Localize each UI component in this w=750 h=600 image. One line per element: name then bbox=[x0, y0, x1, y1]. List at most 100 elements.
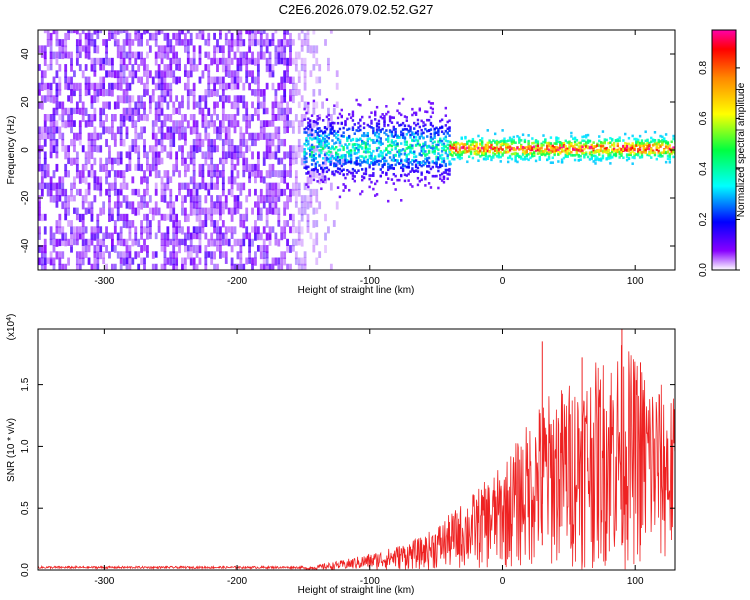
heatmap-cell bbox=[96, 182, 100, 191]
heatmap-cell bbox=[637, 153, 640, 157]
heatmap-cell bbox=[318, 76, 322, 84]
heatmap-cell bbox=[108, 232, 111, 239]
heatmap-cell bbox=[555, 140, 558, 143]
heatmap-cell bbox=[324, 157, 327, 166]
heatmap-cell bbox=[533, 151, 536, 154]
heatmap-cell bbox=[611, 148, 614, 151]
heatmap-cell bbox=[245, 101, 249, 110]
heatmap-cell bbox=[166, 132, 170, 140]
heatmap-cell bbox=[501, 152, 504, 156]
heatmap-cell bbox=[349, 139, 353, 142]
heatmap-cell bbox=[422, 144, 425, 148]
heatmap-cell bbox=[353, 161, 356, 165]
heatmap-cell bbox=[90, 64, 94, 72]
heatmap-cell bbox=[607, 153, 610, 156]
heatmap-cell bbox=[186, 51, 190, 59]
heatmap-cell bbox=[306, 30, 310, 35]
heatmap-cell bbox=[128, 226, 132, 234]
heatmap-cell bbox=[405, 160, 409, 163]
heatmap-cell bbox=[283, 76, 287, 83]
heatmap-cell bbox=[381, 157, 384, 160]
heatmap-cell bbox=[64, 201, 68, 208]
heatmap-cell bbox=[381, 171, 384, 174]
heatmap-cell bbox=[38, 182, 41, 190]
heatmap-cell bbox=[230, 245, 234, 253]
snr-series-line bbox=[38, 345, 675, 570]
heatmap-cell bbox=[49, 64, 53, 71]
spectrogram-x-tick-label: 100 bbox=[627, 276, 644, 287]
heatmap-cell bbox=[52, 182, 56, 191]
heatmap-cell bbox=[175, 39, 179, 46]
heatmap-cell bbox=[116, 82, 120, 91]
heatmap-cell bbox=[75, 257, 79, 266]
heatmap-cell bbox=[216, 57, 219, 66]
heatmap-cell bbox=[566, 155, 569, 159]
heatmap-cell bbox=[297, 207, 301, 215]
heatmap-cell bbox=[219, 226, 222, 235]
heatmap-cell bbox=[207, 170, 211, 177]
heatmap-cell bbox=[245, 114, 249, 122]
heatmap-cell bbox=[265, 132, 269, 140]
heatmap-cell bbox=[484, 144, 488, 148]
heatmap-cell bbox=[40, 251, 44, 259]
heatmap-cell bbox=[46, 182, 50, 189]
heatmap-cell bbox=[131, 220, 135, 228]
heatmap-cell bbox=[573, 137, 577, 141]
heatmap-cell bbox=[297, 238, 301, 246]
heatmap-cell bbox=[102, 163, 106, 172]
heatmap-cell bbox=[99, 64, 103, 71]
heatmap-cell bbox=[611, 156, 614, 159]
heatmap-cell bbox=[310, 155, 314, 159]
heatmap-cell bbox=[119, 188, 123, 196]
heatmap-cell bbox=[429, 132, 433, 136]
heatmap-cell bbox=[210, 238, 214, 247]
heatmap-cell bbox=[612, 153, 616, 157]
heatmap-cell bbox=[38, 101, 41, 109]
heatmap-cell bbox=[427, 156, 431, 160]
heatmap-cell bbox=[460, 142, 463, 146]
heatmap-cell bbox=[274, 45, 278, 52]
heatmap-cell bbox=[294, 176, 298, 184]
heatmap-cell bbox=[119, 251, 123, 259]
heatmap-cell bbox=[230, 170, 234, 178]
heatmap-cell bbox=[340, 154, 343, 158]
heatmap-cell bbox=[431, 174, 435, 178]
heatmap-cell bbox=[277, 188, 281, 197]
heatmap-cell bbox=[128, 39, 132, 46]
heatmap-cell bbox=[125, 114, 129, 121]
heatmap-cell bbox=[160, 213, 164, 221]
heatmap-cell bbox=[122, 89, 126, 96]
heatmap-cell bbox=[366, 147, 369, 151]
heatmap-cell bbox=[148, 95, 152, 104]
heatmap-cell bbox=[540, 142, 543, 146]
heatmap-cell bbox=[362, 126, 366, 130]
heatmap-cell bbox=[49, 257, 53, 266]
heatmap-cell bbox=[310, 114, 314, 117]
heatmap-cell bbox=[52, 245, 56, 253]
heatmap-cell bbox=[637, 143, 640, 147]
heatmap-cell bbox=[122, 238, 126, 247]
heatmap-cell bbox=[542, 134, 545, 137]
heatmap-cell bbox=[289, 32, 292, 41]
heatmap-cell bbox=[456, 155, 460, 159]
heatmap-cell bbox=[534, 140, 538, 143]
heatmap-cell bbox=[405, 155, 409, 159]
heatmap-cell bbox=[374, 141, 377, 144]
heatmap-cell bbox=[611, 139, 614, 142]
heatmap-cell bbox=[426, 144, 429, 148]
heatmap-cell bbox=[64, 232, 68, 241]
heatmap-cell bbox=[90, 101, 94, 109]
heatmap-cell bbox=[195, 207, 199, 216]
heatmap-cell bbox=[466, 140, 469, 144]
heatmap-cell bbox=[163, 145, 167, 152]
heatmap-cell bbox=[113, 114, 117, 122]
heatmap-cell bbox=[204, 151, 208, 159]
heatmap-cell bbox=[305, 143, 308, 147]
heatmap-cell bbox=[612, 141, 616, 145]
heatmap-cell bbox=[87, 114, 91, 122]
heatmap-cell bbox=[75, 51, 79, 60]
heatmap-cell bbox=[166, 151, 170, 159]
heatmap-cell bbox=[368, 154, 371, 158]
heatmap-cell bbox=[318, 127, 321, 130]
heatmap-cell bbox=[351, 119, 355, 122]
